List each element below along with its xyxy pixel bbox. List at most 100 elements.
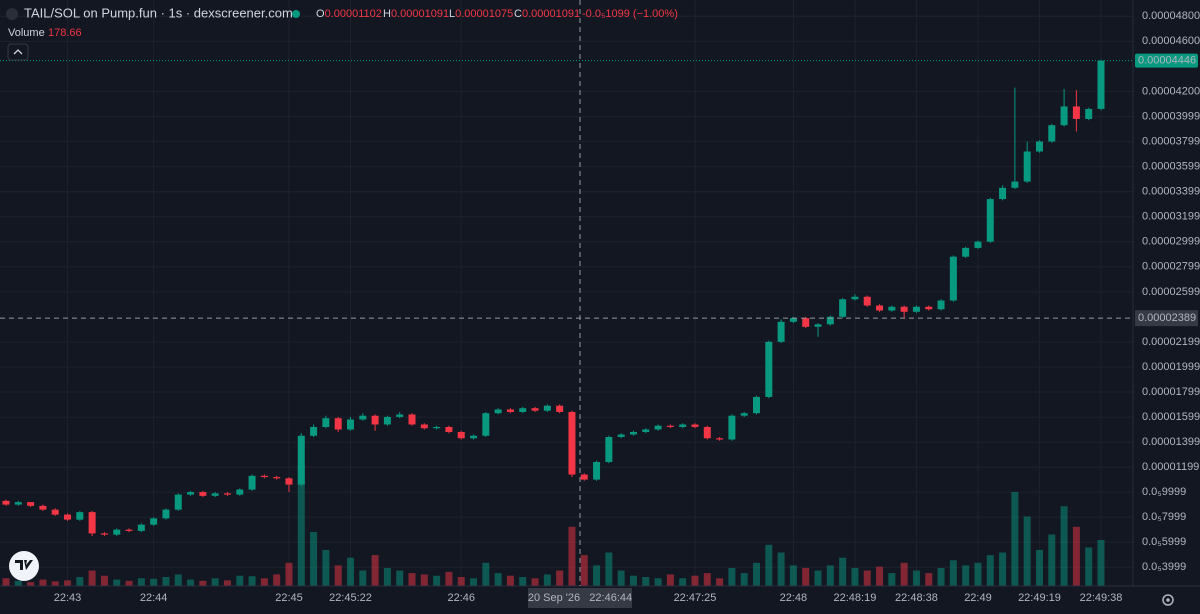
- readout-high: H0.00001091: [383, 8, 449, 20]
- candle-body: [888, 306, 896, 311]
- gear-icon[interactable]: [1162, 594, 1174, 606]
- candle-body: [359, 415, 367, 420]
- collapse-button[interactable]: [7, 43, 29, 61]
- candle-body: [470, 435, 478, 439]
- volume-bar: [433, 575, 441, 586]
- y-tick-label: 0.00002799: [1142, 261, 1200, 273]
- candle-body: [728, 415, 736, 440]
- candle-body: [974, 241, 982, 248]
- readout-change: -0.0₅1099 (−1.00%): [582, 8, 678, 20]
- y-tick-label: 0.00003199: [1142, 211, 1200, 223]
- candle-body: [1085, 108, 1093, 119]
- volume-bar: [765, 544, 773, 586]
- volume-bar: [531, 578, 539, 586]
- candle-body: [802, 318, 810, 327]
- candle-body: [949, 256, 957, 301]
- candle-body: [297, 435, 305, 485]
- volume-bar: [629, 575, 637, 586]
- candle-body: [482, 413, 490, 436]
- volume-bar: [88, 570, 96, 586]
- candle-body: [1023, 151, 1031, 182]
- volume-bar: [174, 574, 182, 586]
- logo-circle[interactable]: [9, 551, 39, 581]
- volume-bar: [260, 578, 268, 586]
- candle-body: [125, 529, 133, 531]
- volume-bar: [703, 573, 711, 586]
- candle-body: [248, 475, 256, 490]
- candle-body: [740, 413, 748, 416]
- volume-bar: [802, 567, 810, 586]
- gear-center[interactable]: [1166, 598, 1170, 602]
- candle-body: [937, 300, 945, 310]
- y-tick-label: 0.0₅7999: [1142, 511, 1186, 523]
- candle-body: [76, 512, 84, 520]
- y-tick-label: 0.00004600: [1142, 35, 1200, 47]
- volume-bar: [679, 578, 687, 586]
- candle-body: [113, 529, 121, 535]
- y-tick-label: 0.0₅9999: [1142, 486, 1186, 498]
- candle-body: [445, 426, 453, 432]
- candle-body: [666, 425, 674, 427]
- last-price-label: 0.00004446: [1138, 55, 1196, 67]
- y-tick-label: 0.00003599: [1142, 161, 1200, 173]
- y-tick-label: 0.00001999: [1142, 361, 1200, 373]
- collapse-icon[interactable]: [13, 49, 23, 55]
- logo-mark[interactable]: [15, 560, 33, 570]
- y-tick-label: 0.00002999: [1142, 236, 1200, 248]
- volume-bar: [150, 578, 158, 586]
- x-tick-label: 22:45: [275, 592, 303, 604]
- x-tick-label: 22:43: [54, 592, 82, 604]
- y-tick-label: 0.00002199: [1142, 336, 1200, 348]
- readout-label: H: [383, 8, 391, 20]
- candle-body: [789, 318, 797, 322]
- candle-body: [925, 306, 933, 310]
- candle-body: [593, 462, 601, 480]
- collapse-box[interactable]: [7, 43, 29, 61]
- readout-open: O0.00001102: [316, 8, 382, 20]
- tv-logo[interactable]: [9, 551, 39, 581]
- volume-bar: [14, 580, 22, 586]
- volume-bar: [580, 555, 588, 586]
- chart-title: TAIL/SOL on Pump.fun · 1s · dexscreener.…: [24, 5, 293, 20]
- volume-value: 178.66: [48, 27, 82, 39]
- crosshair-price-label: 0.00002389: [1138, 312, 1196, 324]
- volume-bar: [211, 578, 219, 586]
- candle-body: [1060, 106, 1068, 126]
- candle-body: [1048, 125, 1056, 142]
- x-tick-label: 22:44: [140, 592, 168, 604]
- volume-bar: [482, 562, 490, 586]
- volume-bar: [223, 580, 231, 586]
- candle-body: [691, 424, 699, 427]
- volume-bar: [494, 573, 502, 586]
- candle-body: [2, 500, 10, 505]
- readout-close: C0.00001091: [514, 8, 580, 20]
- readout-value: 0.00001091: [522, 8, 580, 20]
- x-tick-label: 22:48:19: [834, 592, 877, 604]
- volume-bar: [617, 570, 625, 586]
- candle-body: [765, 341, 773, 397]
- volume-bar: [900, 562, 908, 586]
- y-tick-label: 0.00001199: [1142, 461, 1199, 473]
- x-tick-label: 22:48:38: [895, 592, 938, 604]
- settings-button[interactable]: [1162, 594, 1174, 606]
- volume-bar: [359, 570, 367, 586]
- volume-bar: [716, 578, 724, 586]
- volume-bar: [1097, 540, 1105, 586]
- volume-bar: [346, 557, 354, 586]
- candle-body: [777, 321, 785, 342]
- volume-bar: [125, 580, 133, 586]
- volume-bar: [137, 578, 145, 586]
- volume-bar: [593, 565, 601, 586]
- candle-body: [322, 418, 330, 427]
- y-tick-label: 0.00001599: [1142, 411, 1200, 423]
- candle-body: [1011, 181, 1019, 188]
- candle-body: [51, 509, 59, 515]
- volume-bar: [937, 567, 945, 586]
- volume-bar: [1072, 526, 1080, 586]
- y-tick-label: 0.00002599: [1142, 286, 1200, 298]
- candle-body: [1097, 60, 1105, 109]
- candle-body: [433, 426, 441, 429]
- candle-body: [137, 524, 145, 531]
